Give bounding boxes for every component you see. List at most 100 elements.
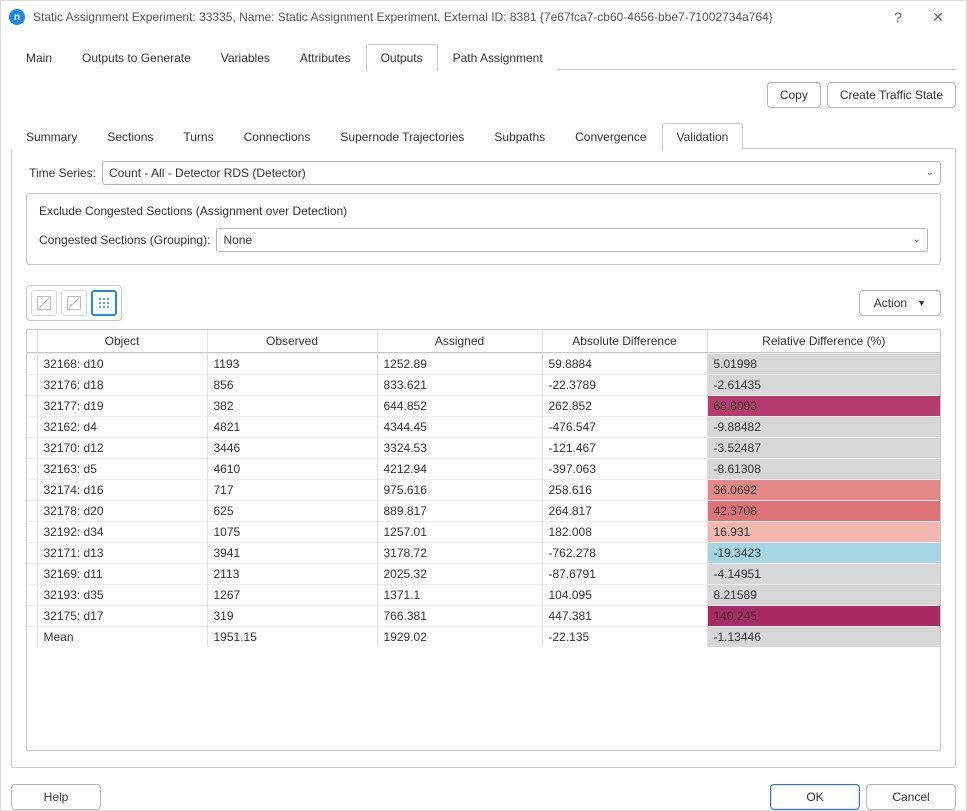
help-icon[interactable]: ?	[878, 1, 918, 33]
congested-sections-row: Congested Sections (Grouping): None ⌄	[39, 228, 928, 252]
view-table-icon[interactable]	[91, 290, 117, 316]
table-row[interactable]: 32192: d3410751257.01182.00816.931	[27, 522, 940, 543]
table-row[interactable]: Mean1951.151929.02-22.135-1.13446	[27, 627, 940, 648]
main-tabs: MainOutputs to GenerateVariablesAttribut…	[11, 43, 956, 70]
table-body-scroll[interactable]: 32168: d1011931252.8959.88845.0199832176…	[27, 353, 940, 750]
help-button[interactable]: Help	[11, 784, 101, 810]
cell-object: 32177: d19	[37, 396, 207, 417]
cell-absolute-difference: 104.095	[542, 585, 707, 606]
cell-observed: 4610	[207, 459, 377, 480]
tab-main[interactable]: Main	[11, 44, 67, 71]
row-gutter	[27, 396, 37, 417]
tab-supernode-trajectories[interactable]: Supernode Trajectories	[325, 123, 479, 150]
dialog-window: n Static Assignment Experiment: 33335, N…	[0, 0, 967, 811]
cell-relative-difference: 68.8093	[707, 396, 940, 417]
cell-object: 32175: d17	[37, 606, 207, 627]
tab-subpaths[interactable]: Subpaths	[479, 123, 560, 150]
tab-variables[interactable]: Variables	[206, 44, 285, 71]
cell-observed: 717	[207, 480, 377, 501]
table-row[interactable]: 32177: d19382644.852262.85268.8093	[27, 396, 940, 417]
column-header[interactable]: Object	[37, 330, 207, 352]
table-row[interactable]: 32169: d1121132025.32-87.6791-4.14951	[27, 564, 940, 585]
cell-observed: 2113	[207, 564, 377, 585]
tab-turns[interactable]: Turns	[168, 123, 228, 150]
column-header[interactable]: Absolute Difference	[542, 330, 707, 352]
cell-assigned: 889.817	[377, 501, 542, 522]
table-toolbar: Action ▼	[26, 285, 941, 321]
table-row[interactable]: 32171: d1339413178.72-762.278-19.3423	[27, 543, 940, 564]
cell-observed: 3941	[207, 543, 377, 564]
cell-relative-difference: -1.13446	[707, 627, 940, 648]
table-row[interactable]: 32162: d448214344.45-476.547-9.88482	[27, 417, 940, 438]
copy-button[interactable]: Copy	[767, 82, 821, 108]
tab-attributes[interactable]: Attributes	[285, 44, 366, 71]
cell-assigned: 2025.32	[377, 564, 542, 585]
cell-assigned: 975.616	[377, 480, 542, 501]
outputs-action-row: Copy Create Traffic State	[11, 82, 956, 108]
tab-outputs-to-generate[interactable]: Outputs to Generate	[67, 44, 206, 71]
cancel-button[interactable]: Cancel	[866, 784, 956, 810]
cell-assigned: 1252.89	[377, 354, 542, 375]
cell-observed: 1075	[207, 522, 377, 543]
cell-absolute-difference: -762.278	[542, 543, 707, 564]
tab-summary[interactable]: Summary	[11, 123, 92, 150]
column-header[interactable]: Relative Difference (%)	[707, 330, 940, 352]
table-row[interactable]: 32193: d3512671371.1104.0958.21589	[27, 585, 940, 606]
chevron-down-icon: ⌄	[926, 165, 934, 181]
table-row[interactable]: 32178: d20625889.817264.81742.3708	[27, 501, 940, 522]
table-row[interactable]: 32170: d1234463324.53-121.467-3.52487	[27, 438, 940, 459]
close-icon[interactable]: ✕	[918, 1, 958, 33]
column-header[interactable]: Observed	[207, 330, 377, 352]
row-gutter	[27, 585, 37, 606]
cell-observed: 1193	[207, 354, 377, 375]
cell-absolute-difference: 182.008	[542, 522, 707, 543]
cell-relative-difference: -8.61308	[707, 459, 940, 480]
cell-absolute-difference: -121.467	[542, 438, 707, 459]
cell-observed: 1951.15	[207, 627, 377, 648]
create-traffic-state-button[interactable]: Create Traffic State	[827, 82, 956, 108]
cell-assigned: 1929.02	[377, 627, 542, 648]
cell-assigned: 766.381	[377, 606, 542, 627]
cell-absolute-difference: -397.063	[542, 459, 707, 480]
action-dropdown[interactable]: Action ▼	[859, 290, 941, 316]
row-gutter	[27, 459, 37, 480]
cell-absolute-difference: 264.817	[542, 501, 707, 522]
table-row[interactable]: 32174: d16717975.616258.61636.0692	[27, 480, 940, 501]
column-gutter	[27, 330, 37, 352]
cell-relative-difference: 5.01998	[707, 354, 940, 375]
ok-button[interactable]: OK	[770, 784, 860, 810]
row-gutter	[27, 501, 37, 522]
row-gutter	[27, 417, 37, 438]
tab-sections[interactable]: Sections	[92, 123, 168, 150]
table-row[interactable]: 32175: d17319766.381447.381140.245	[27, 606, 940, 627]
tab-connections[interactable]: Connections	[229, 123, 326, 150]
tab-validation[interactable]: Validation	[662, 123, 744, 150]
cell-object: 32168: d10	[37, 354, 207, 375]
table-row[interactable]: 32176: d18856833.621-22.3789-2.61435	[27, 375, 940, 396]
tab-outputs[interactable]: Outputs	[366, 44, 438, 71]
tab-convergence[interactable]: Convergence	[560, 123, 661, 150]
tab-path-assignment[interactable]: Path Assignment	[438, 44, 558, 71]
view-regression-icon[interactable]	[61, 290, 87, 316]
titlebar: n Static Assignment Experiment: 33335, N…	[1, 1, 966, 33]
cell-assigned: 1371.1	[377, 585, 542, 606]
cell-relative-difference: 16.931	[707, 522, 940, 543]
cell-object: 32171: d13	[37, 543, 207, 564]
column-header[interactable]: Assigned	[377, 330, 542, 352]
cell-observed: 382	[207, 396, 377, 417]
congested-sections-select[interactable]: None ⌄	[216, 228, 928, 252]
validation-table: ObjectObservedAssignedAbsolute Differenc…	[26, 329, 941, 751]
cell-absolute-difference: -87.6791	[542, 564, 707, 585]
cell-object: Mean	[37, 627, 207, 648]
table-row[interactable]: 32163: d546104212.94-397.063-8.61308	[27, 459, 940, 480]
cell-observed: 625	[207, 501, 377, 522]
cell-relative-difference: 36.0692	[707, 480, 940, 501]
time-series-select[interactable]: Count - All - Detector RDS (Detector) ⌄	[102, 161, 941, 185]
action-label: Action	[874, 296, 907, 310]
cell-absolute-difference: 262.852	[542, 396, 707, 417]
row-gutter	[27, 375, 37, 396]
time-series-value: Count - All - Detector RDS (Detector)	[109, 166, 306, 180]
cell-relative-difference: -3.52487	[707, 438, 940, 459]
view-scatter-icon[interactable]	[31, 290, 57, 316]
table-row[interactable]: 32168: d1011931252.8959.88845.01998	[27, 354, 940, 375]
